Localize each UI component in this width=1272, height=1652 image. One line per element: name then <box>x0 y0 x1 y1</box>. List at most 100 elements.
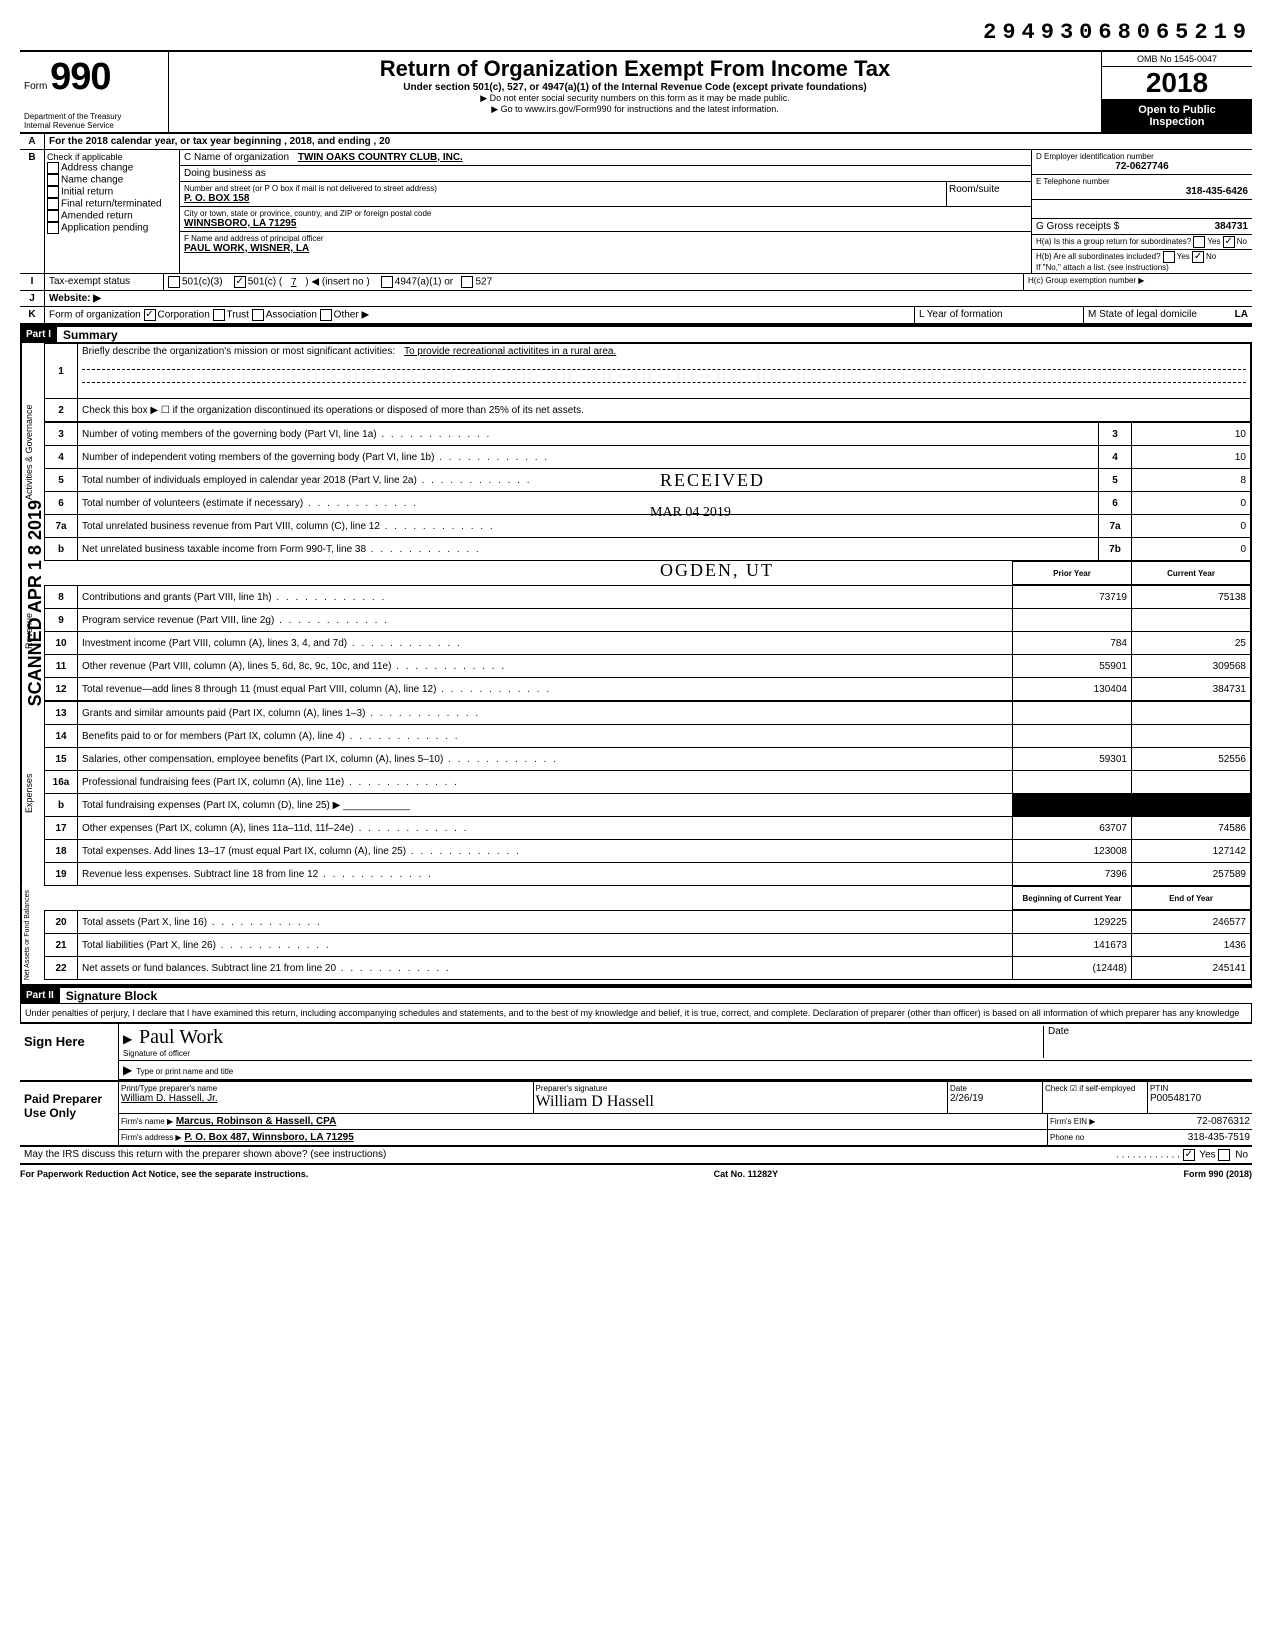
firm-name-label: Firm's name ▶ <box>121 1117 173 1126</box>
label-j: J <box>20 291 45 306</box>
row-num: 4 <box>45 446 78 469</box>
checkbox-initial-return[interactable] <box>47 186 59 198</box>
row-box: 3 <box>1099 423 1132 446</box>
checkbox-name-change[interactable] <box>47 174 59 186</box>
row-box: 6 <box>1099 492 1132 515</box>
m-label: M State of legal domicile <box>1088 309 1197 320</box>
f-label: F Name and address of principal officer <box>184 234 1027 243</box>
ha-no[interactable] <box>1223 236 1235 248</box>
opt-other: Other ▶ <box>334 310 369 321</box>
omb-number: OMB No 1545-0047 <box>1102 52 1252 67</box>
row-desc: Number of voting members of the governin… <box>78 423 1099 446</box>
phone-value: 318-435-6426 <box>1036 186 1248 197</box>
cb-other[interactable] <box>320 309 332 321</box>
col-prior-year: Prior Year <box>1013 562 1132 585</box>
row-current: 74586 <box>1132 817 1251 840</box>
hb-yes[interactable] <box>1163 251 1175 263</box>
sig-date-label: Date <box>1043 1026 1248 1058</box>
row-desc: Total unrelated business revenue from Pa… <box>78 515 1099 538</box>
col-end-year: End of Year <box>1132 887 1251 910</box>
row-prior <box>1013 771 1132 794</box>
prep-name: William D. Hassell, Jr. <box>121 1093 531 1104</box>
dept-treasury: Department of the Treasury <box>24 112 121 121</box>
row-desc: Total number of individuals employed in … <box>78 469 1099 492</box>
discuss-no[interactable] <box>1218 1149 1230 1161</box>
prep-date-label: Date <box>950 1084 1040 1093</box>
label-k: K <box>20 307 45 323</box>
row-desc: Grants and similar amounts paid (Part IX… <box>78 702 1013 725</box>
row-prior: 73719 <box>1013 586 1132 609</box>
street-label: Number and street (or P O box if mail is… <box>184 184 942 193</box>
cb-assoc[interactable] <box>252 309 264 321</box>
row-shaded <box>1013 794 1132 817</box>
row-prior: 141673 <box>1013 934 1132 957</box>
row-desc: Total expenses. Add lines 13–17 (must eq… <box>78 840 1013 863</box>
prep-signature: William D Hassell <box>536 1093 946 1111</box>
type-name-label: Type or print name and title <box>123 1063 1248 1077</box>
discuss-yes[interactable] <box>1183 1149 1195 1161</box>
cb-corp[interactable] <box>144 309 156 321</box>
row-desc: Contributions and grants (Part VIII, lin… <box>78 586 1013 609</box>
ha-label: H(a) Is this a group return for subordin… <box>1036 237 1191 246</box>
row-num: 12 <box>45 678 78 701</box>
row-box: 7b <box>1099 538 1132 561</box>
line-1-label: Briefly describe the organization's miss… <box>82 346 395 357</box>
row-current: 25 <box>1132 632 1251 655</box>
phone-label: Phone no <box>1050 1133 1084 1142</box>
row-val: 0 <box>1132 492 1251 515</box>
row-num: 11 <box>45 655 78 678</box>
row-desc: Program service revenue (Part VIII, line… <box>78 609 1013 632</box>
row-num: 9 <box>45 609 78 632</box>
row-num: 5 <box>45 469 78 492</box>
cb-527[interactable] <box>461 276 473 288</box>
cb-4947[interactable] <box>381 276 393 288</box>
row-num: 13 <box>45 702 78 725</box>
firm-ein-label: Firm's EIN ▶ <box>1050 1117 1095 1126</box>
row-desc: Salaries, other compensation, employee b… <box>78 748 1013 771</box>
vert-revenue: Revenue <box>21 561 44 701</box>
row-current <box>1132 771 1251 794</box>
open-public-2: Inspection <box>1104 116 1250 128</box>
row-val: 10 <box>1132 423 1251 446</box>
cb-501c[interactable] <box>234 276 246 288</box>
checkbox-address-change[interactable] <box>47 162 59 174</box>
row-current: 246577 <box>1132 911 1251 934</box>
form-of-org-label: Form of organization <box>49 310 141 321</box>
cb-501c3[interactable] <box>168 276 180 288</box>
row-prior: (12448) <box>1013 957 1132 980</box>
hb-label: H(b) Are all subordinates included? <box>1036 252 1161 261</box>
website-label: Website: ▶ <box>45 291 1252 306</box>
check-self-employed: Check ☑ if self-employed <box>1043 1082 1148 1113</box>
row-desc: Total number of volunteers (estimate if … <box>78 492 1099 515</box>
ha-yes[interactable] <box>1193 236 1205 248</box>
row-val: 0 <box>1132 538 1251 561</box>
row-prior: 784 <box>1013 632 1132 655</box>
opt-name-change: Name change <box>61 175 123 186</box>
row-num: 3 <box>45 423 78 446</box>
footer-right: Form 990 (2018) <box>1183 1169 1252 1179</box>
ptin-label: PTIN <box>1150 1084 1250 1093</box>
row-val: 0 <box>1132 515 1251 538</box>
opt-assoc: Association <box>266 310 317 321</box>
firm-phone: 318-435-7519 <box>1188 1132 1250 1143</box>
cb-trust[interactable] <box>213 309 225 321</box>
firm-addr: P. O. Box 487, Winnsboro, LA 71295 <box>184 1132 353 1143</box>
row-current: 384731 <box>1132 678 1251 701</box>
room-suite: Room/suite <box>946 182 1031 206</box>
form-subtitle: Under section 501(c), 527, or 4947(a)(1)… <box>177 82 1093 93</box>
checkbox-final-return[interactable] <box>47 198 59 210</box>
part-i-header: Part I <box>20 327 57 342</box>
checkbox-pending[interactable] <box>47 222 59 234</box>
row-val: 10 <box>1132 446 1251 469</box>
org-name: TWIN OAKS COUNTRY CLUB, INC. <box>298 152 463 163</box>
hb-no[interactable] <box>1192 251 1204 263</box>
col-current-year: Current Year <box>1132 562 1251 585</box>
form-number: 990 <box>50 56 110 98</box>
footer-mid: Cat No. 11282Y <box>714 1169 779 1179</box>
row-prior: 129225 <box>1013 911 1132 934</box>
mission-text: To provide recreational activitites in a… <box>404 346 616 357</box>
row-prior <box>1013 609 1132 632</box>
row-current: 245141 <box>1132 957 1251 980</box>
checkbox-amended[interactable] <box>47 210 59 222</box>
row-current <box>1132 609 1251 632</box>
